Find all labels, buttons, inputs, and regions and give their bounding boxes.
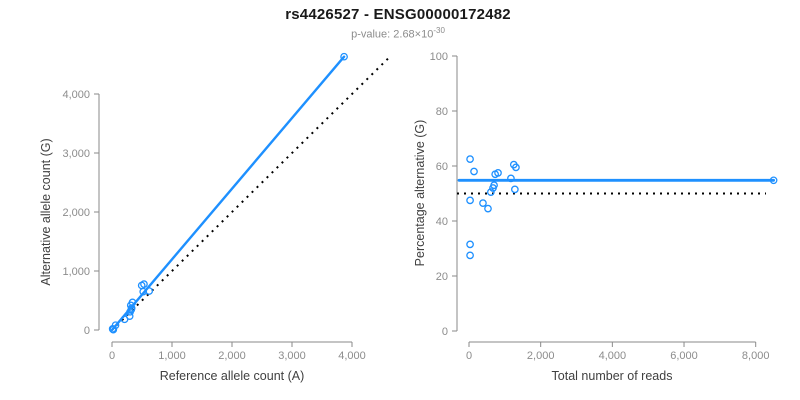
x-tick-label: 2,000 (527, 350, 555, 362)
percentage-alternative-plot: 0 20 40 60 80 100 0 2,000 4,000 6,000 8,000 (430, 51, 778, 362)
data-point (512, 163, 520, 172)
y-tick-label: 60 (436, 161, 448, 173)
y-tick-label: 80 (436, 106, 448, 118)
x-tick-label: 0 (109, 350, 115, 362)
data-point (466, 251, 474, 260)
allele-counts-plot: 0 1,000 2,000 3,000 4,000 0 1,000 2,000 3,000 4,0… (62, 52, 392, 362)
plot-subtitle: p-value: 2.68×10-30 (0, 26, 796, 41)
y-tick-label: 100 (430, 51, 448, 63)
data-point (769, 176, 778, 185)
x-tick-label: 6,000 (670, 350, 698, 362)
fit-line (110, 55, 346, 332)
data-point (494, 169, 502, 177)
data-point (479, 199, 487, 207)
x-tick-label: 2,000 (218, 350, 246, 362)
y-tick-label: 4,000 (62, 89, 90, 101)
data-point (340, 52, 348, 61)
x-tick-label: 0 (466, 350, 472, 362)
y-axis-title-left-plot: Alternative allele count (G) (39, 138, 53, 285)
y-axis-title-right-plot: Percentage alternative (G) (413, 120, 427, 267)
y-tick-label: 0 (84, 325, 90, 337)
data-point (511, 185, 519, 194)
data-point (128, 298, 137, 307)
y-tick-label: 1,000 (62, 266, 90, 278)
data-point (466, 196, 474, 205)
data-point (490, 181, 498, 190)
data-point (466, 155, 474, 163)
plot-title: rs4426527 - ENSG00000172482 (285, 6, 511, 23)
data-point (140, 280, 148, 289)
x-tick-label: 4,000 (338, 350, 366, 362)
pvalue-exponent: -30 (433, 26, 445, 35)
identity-dotted-line (111, 55, 392, 331)
x-axis-title-right-plot: Total number of reads (552, 369, 673, 383)
y-tick-label: 40 (436, 216, 448, 228)
x-tick-label: 8,000 (742, 350, 770, 362)
x-tick-label: 1,000 (158, 350, 186, 362)
data-point (466, 240, 474, 249)
y-tick-label: 0 (442, 326, 448, 338)
data-point (487, 188, 495, 196)
data-point (145, 287, 154, 295)
y-tick-label: 2,000 (62, 207, 90, 219)
data-point (470, 167, 478, 176)
pvalue-text: p-value: 2.68×10 (351, 28, 434, 41)
y-tick-label: 3,000 (62, 148, 90, 160)
data-point (484, 204, 492, 213)
x-tick-label: 3,000 (278, 350, 306, 362)
x-tick-label: 4,000 (599, 350, 627, 362)
data-point (507, 174, 515, 183)
data-point (111, 321, 120, 330)
data-point (109, 325, 118, 334)
x-axis-title-left-plot: Reference allele count (A) (160, 369, 305, 383)
y-tick-label: 20 (436, 271, 448, 283)
